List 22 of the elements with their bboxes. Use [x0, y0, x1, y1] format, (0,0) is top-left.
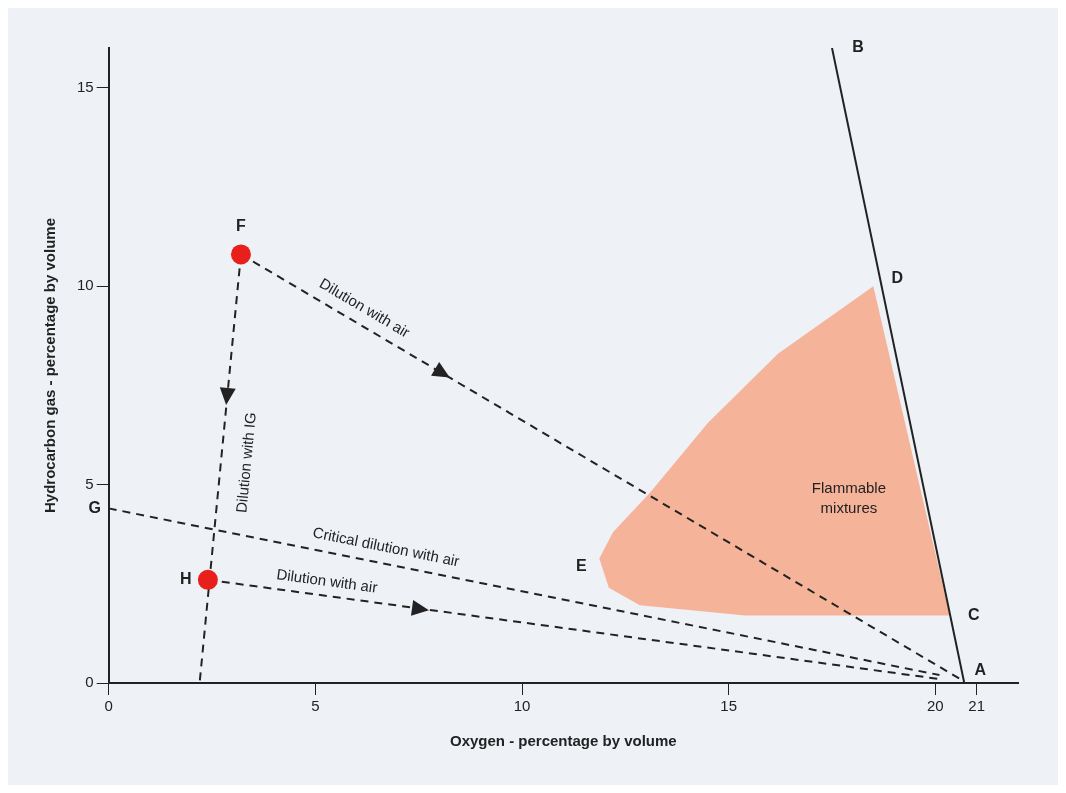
- y-tick-label: 15: [77, 77, 94, 95]
- annotation: B: [852, 38, 864, 56]
- annotation: H: [180, 570, 192, 588]
- y-tick-label: 0: [85, 673, 94, 691]
- y-tick-label: 5: [85, 474, 94, 492]
- y-tick-label: 10: [77, 276, 94, 294]
- y-axis-title: Hydrocarbon gas - percentage by volume: [41, 217, 59, 514]
- annotation: F: [236, 216, 247, 234]
- annotation: G: [88, 498, 101, 516]
- x-tick-label: 20: [926, 697, 944, 715]
- annotation: A: [974, 661, 987, 679]
- x-tick-label: 15: [720, 697, 738, 715]
- annotation: C: [968, 605, 981, 623]
- annotation: Flammable mixtures: [811, 478, 887, 516]
- x-axis-title: Oxygen - percentage by volume: [449, 732, 677, 750]
- annotation: D: [891, 268, 904, 286]
- x-tick-label: 10: [513, 697, 531, 715]
- annotation: Dilution with IG: [232, 411, 259, 514]
- x-tick-label: 5: [311, 697, 320, 715]
- annotation: E: [575, 556, 587, 574]
- x-tick-label: 0: [104, 697, 113, 715]
- x-tick-label: 21: [968, 697, 986, 715]
